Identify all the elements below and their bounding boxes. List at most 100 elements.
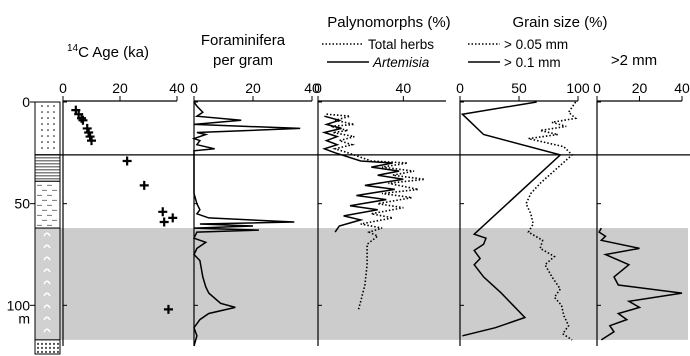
grain-size-panel-header: Grain size (%) > 0.05 mm > 0.1 mm <box>468 14 608 70</box>
depth-axis: 0 50 100 m <box>7 94 35 326</box>
foraminifera-title-line: per gram <box>213 52 273 69</box>
lithology-dot <box>41 141 43 143</box>
lithology-dot <box>41 135 43 137</box>
lithology-dot <box>41 111 43 113</box>
x-tick-label: 40 <box>169 80 185 96</box>
lithology-grid-cell <box>57 350 59 353</box>
depth-tick-label: 50 <box>14 196 30 212</box>
lithology-dot <box>41 129 43 131</box>
lithology-bump <box>43 304 51 309</box>
lithology-dot <box>53 123 55 125</box>
lithology-dot <box>41 117 43 119</box>
depth-tick-label: 100 <box>7 297 31 313</box>
gravel-title: >2 mm <box>611 52 657 69</box>
age-point <box>87 136 96 146</box>
lithology-dot <box>53 135 55 137</box>
lithology-dot <box>47 105 49 107</box>
x-tick-label: 40 <box>674 80 690 96</box>
lithology-dot <box>53 141 55 143</box>
lithology-grid-cell <box>45 350 47 353</box>
age-point <box>163 304 173 314</box>
lithology-grid-cell <box>37 350 39 353</box>
lithology-unit <box>34 154 61 182</box>
x-tick-label: 0 <box>314 80 322 96</box>
lithology-grid-cell <box>45 346 47 349</box>
series-line-solid <box>191 101 301 347</box>
foraminifera-panel-header: Foraminifera per gram <box>201 32 286 69</box>
lithology-grid-cell <box>57 346 59 349</box>
lithology-bump <box>43 292 51 297</box>
age-point <box>122 156 132 166</box>
lithology-dot <box>41 147 43 149</box>
lithology-bump <box>43 244 51 249</box>
lithology-grid-cell <box>41 342 43 345</box>
series-line-dotted <box>525 101 578 341</box>
lithology-grid-cell <box>53 342 55 345</box>
lithology-dot <box>47 117 49 119</box>
lithology-dot <box>41 123 43 125</box>
lithology-bump <box>43 256 51 261</box>
x-tick-label: 0 <box>593 80 601 96</box>
x-tick-label: 20 <box>112 80 128 96</box>
lithology-grid-cell <box>49 342 51 345</box>
age-point <box>139 180 149 190</box>
legend-label-gt-0-05mm: > 0.05 mm <box>504 37 568 52</box>
depth-unit-label: m <box>18 310 30 326</box>
foraminifera-title-line: Foraminifera <box>201 32 286 49</box>
palynomorphs-title: Palynomorphs (%) <box>327 14 450 31</box>
lithology-dot <box>53 147 55 149</box>
x-tick-label: 0 <box>190 80 198 96</box>
age-point <box>78 115 88 125</box>
lithology-dot <box>53 117 55 119</box>
palynomorphs-panel-header: Palynomorphs (%) Total herbs Artemisia <box>322 14 451 70</box>
lithology-dot <box>53 129 55 131</box>
lithology-grid-cell <box>45 342 47 345</box>
lithology-grid-cell <box>49 350 51 353</box>
shaded-interval <box>35 228 688 340</box>
lithology-grid-cell <box>53 346 55 349</box>
lithology-unit <box>34 180 61 229</box>
age-panel-title: 14C Age (ka) <box>67 43 149 61</box>
x-tick-label: 20 <box>632 80 648 96</box>
age-title-text: C Age (ka) <box>78 44 149 61</box>
legend-label-total-herbs: Total herbs <box>368 37 434 52</box>
lithology-grid-cell <box>49 346 51 349</box>
lithology-grid-cell <box>41 350 43 353</box>
legend-label-artemisia: Artemisia <box>372 55 430 70</box>
lithology-bump <box>43 280 51 285</box>
lithology-dot <box>53 105 55 107</box>
x-tick-label: 0 <box>456 80 464 96</box>
plot-panels: 0 20 40 0 20 400 40 0 50 100 0 20 40 <box>59 80 690 347</box>
lithology-dot <box>53 111 55 113</box>
lithology-dot <box>41 105 43 107</box>
legend-label-gt-0-1mm: > 0.1 mm <box>504 55 561 70</box>
lithology-bump <box>43 232 51 237</box>
x-tick-label: 40 <box>304 80 320 96</box>
age-title-superscript: 14 <box>67 43 79 54</box>
x-tick-label: 0 <box>59 80 67 96</box>
series-line-solid <box>321 115 404 233</box>
lithology-dot <box>47 129 49 131</box>
lithology-bump <box>43 328 51 333</box>
lithology-grid-cell <box>37 342 39 345</box>
lithology-bump <box>43 268 51 273</box>
gravel-panel-header: >2 mm <box>611 52 657 69</box>
lithology-unit <box>34 101 61 156</box>
age-point <box>159 217 169 227</box>
x-tick-label: 50 <box>511 80 527 96</box>
lithology-dot <box>47 135 49 137</box>
lithology-grid-cell <box>41 346 43 349</box>
x-tick-label: 20 <box>245 80 261 96</box>
series-line-solid <box>598 227 683 341</box>
lithology-grid-cell <box>53 350 55 353</box>
series-line-solid <box>460 101 562 337</box>
lithology-grid-cell <box>57 342 59 345</box>
lithology-dot <box>47 123 49 125</box>
lithology-dot <box>47 147 49 149</box>
grain-size-title: Grain size (%) <box>512 14 607 31</box>
lithology-grid-cell <box>37 346 39 349</box>
series-line-dotted <box>326 113 425 310</box>
age-panel-header: 14C Age (ka) <box>67 43 149 61</box>
lithology-dot <box>47 141 49 143</box>
